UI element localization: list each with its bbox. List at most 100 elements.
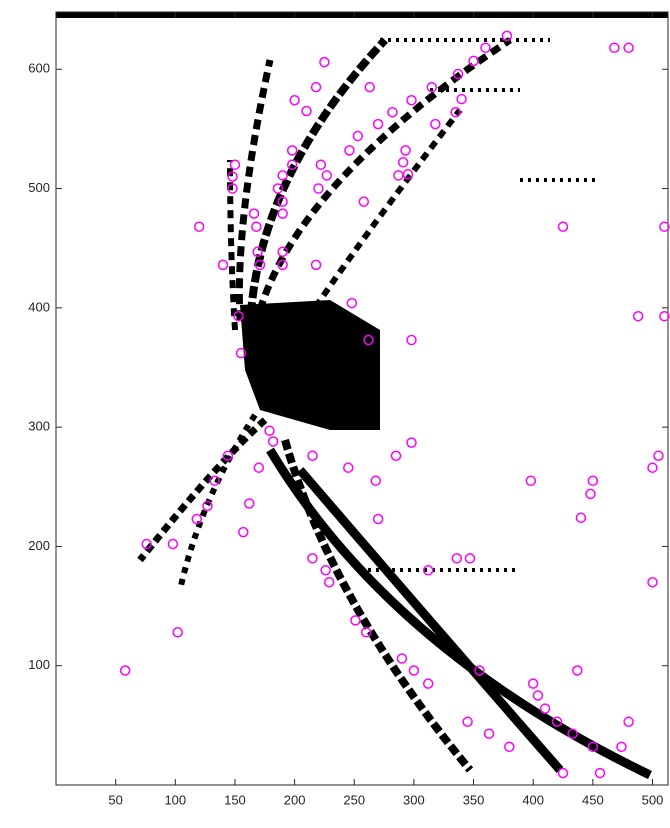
point xyxy=(623,716,634,728)
point xyxy=(623,42,634,54)
y-tick-label: 300 xyxy=(28,419,50,434)
point xyxy=(267,436,279,447)
point xyxy=(244,498,255,509)
point xyxy=(406,437,417,448)
point xyxy=(252,246,263,258)
point xyxy=(253,462,265,473)
point xyxy=(653,450,664,462)
point xyxy=(575,512,587,524)
point xyxy=(450,106,461,118)
point xyxy=(647,576,658,588)
point xyxy=(251,221,262,232)
point xyxy=(456,93,467,105)
point xyxy=(319,56,330,68)
point xyxy=(527,678,539,689)
point xyxy=(307,553,318,564)
point xyxy=(397,157,409,168)
y-tick-label: 400 xyxy=(28,299,50,314)
point xyxy=(277,259,288,271)
point xyxy=(551,716,563,728)
point xyxy=(315,159,327,170)
point xyxy=(320,565,331,576)
point xyxy=(313,183,324,194)
point xyxy=(659,310,670,322)
point xyxy=(572,665,583,676)
point xyxy=(532,690,544,701)
x-tick-label: 450 xyxy=(582,792,604,807)
point xyxy=(233,310,244,322)
point xyxy=(277,170,288,181)
point xyxy=(483,728,495,739)
x-tick-label: 500 xyxy=(642,792,664,807)
point xyxy=(272,183,284,194)
point xyxy=(422,565,434,576)
point xyxy=(235,347,247,359)
point xyxy=(387,106,398,118)
point xyxy=(358,196,370,207)
point xyxy=(193,221,205,232)
point xyxy=(372,513,384,525)
point xyxy=(406,95,417,106)
point xyxy=(307,450,318,462)
point xyxy=(352,130,364,142)
point xyxy=(539,703,551,714)
point xyxy=(343,462,354,473)
point xyxy=(370,475,381,487)
point xyxy=(238,526,249,538)
point xyxy=(227,183,238,194)
point xyxy=(372,118,384,130)
point xyxy=(525,475,537,487)
point xyxy=(277,246,288,258)
x-tick-label: 200 xyxy=(284,792,306,807)
point xyxy=(594,767,606,779)
point xyxy=(286,145,298,156)
x-tick-label: 300 xyxy=(403,792,425,807)
point xyxy=(277,196,288,207)
point xyxy=(346,297,358,309)
point xyxy=(426,81,438,93)
point xyxy=(632,310,644,322)
point xyxy=(422,678,434,689)
point xyxy=(202,500,213,512)
point xyxy=(360,627,372,638)
point xyxy=(464,553,476,564)
point xyxy=(585,488,596,500)
point xyxy=(321,170,333,181)
point xyxy=(209,475,220,487)
point xyxy=(254,259,266,271)
point xyxy=(248,208,260,219)
point xyxy=(167,538,179,550)
point xyxy=(504,741,515,753)
x-tick-label: 100 xyxy=(164,792,186,807)
point xyxy=(310,259,322,271)
point xyxy=(587,741,599,753)
point xyxy=(227,171,238,182)
point xyxy=(609,42,620,54)
point xyxy=(390,450,402,462)
point xyxy=(363,334,374,346)
point xyxy=(406,334,417,346)
point xyxy=(191,513,203,525)
x-tick-label: 250 xyxy=(343,792,365,807)
y-tick-label: 200 xyxy=(28,538,50,553)
point xyxy=(468,55,479,67)
point xyxy=(480,42,491,54)
point xyxy=(567,728,578,739)
point xyxy=(119,665,131,676)
point xyxy=(229,159,241,170)
point xyxy=(557,221,569,232)
point xyxy=(350,615,361,626)
point xyxy=(430,118,441,130)
y-tick-label: 500 xyxy=(28,180,50,195)
point xyxy=(344,145,355,156)
point xyxy=(462,716,473,728)
point xyxy=(402,168,414,180)
point xyxy=(286,159,298,170)
point xyxy=(222,450,234,462)
point xyxy=(310,81,322,93)
point xyxy=(289,95,300,106)
point xyxy=(396,653,408,664)
point xyxy=(647,462,658,473)
point xyxy=(400,145,411,156)
